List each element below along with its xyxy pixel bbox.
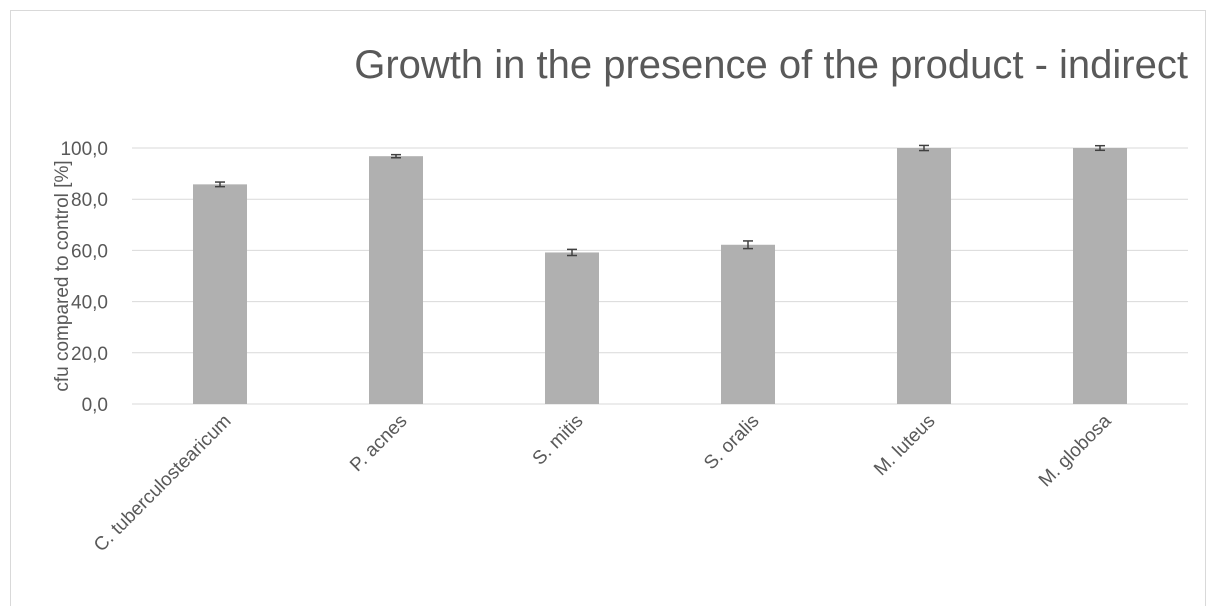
y-tick-label: 80,0	[71, 190, 108, 211]
bar	[897, 148, 951, 404]
bar	[1073, 148, 1127, 404]
bar	[545, 252, 599, 404]
y-tick-label: 100,0	[60, 139, 108, 160]
bar	[193, 184, 247, 404]
gridlines	[132, 147, 1188, 405]
x-tick-label: M. luteus	[870, 411, 939, 480]
chart-title: Growth in the presence of the product - …	[354, 43, 1188, 87]
error-bar	[1095, 144, 1105, 152]
error-bar	[919, 144, 929, 152]
x-tick-label: C. tuberculostearicum	[90, 411, 236, 557]
error-bar	[743, 240, 753, 250]
x-tick-labels: C. tuberculostearicum P. acnes S. mitis S. …	[90, 410, 1116, 556]
bars	[193, 148, 1127, 404]
x-tick-label: S. mitis	[529, 411, 588, 470]
error-bar	[215, 181, 225, 188]
bar	[369, 156, 423, 404]
x-tick-label: P. acnes	[346, 411, 411, 476]
error-bar	[567, 248, 577, 257]
error-bar	[391, 153, 401, 159]
y-axis-label: cfu compared to control [%]	[52, 160, 73, 391]
y-tick-label: 20,0	[71, 344, 108, 365]
x-tick-label: M. globosa	[1035, 410, 1116, 491]
x-tick-label: S. oralis	[700, 411, 763, 474]
error-bars	[215, 144, 1105, 257]
y-tick-label: 0,0	[82, 395, 108, 416]
y-tick-label: 60,0	[71, 241, 108, 262]
y-tick-labels: 0,0 20,0 40,0 60,0 80,0 100,0	[60, 139, 108, 416]
bar	[721, 244, 775, 404]
y-tick-label: 40,0	[71, 293, 108, 314]
